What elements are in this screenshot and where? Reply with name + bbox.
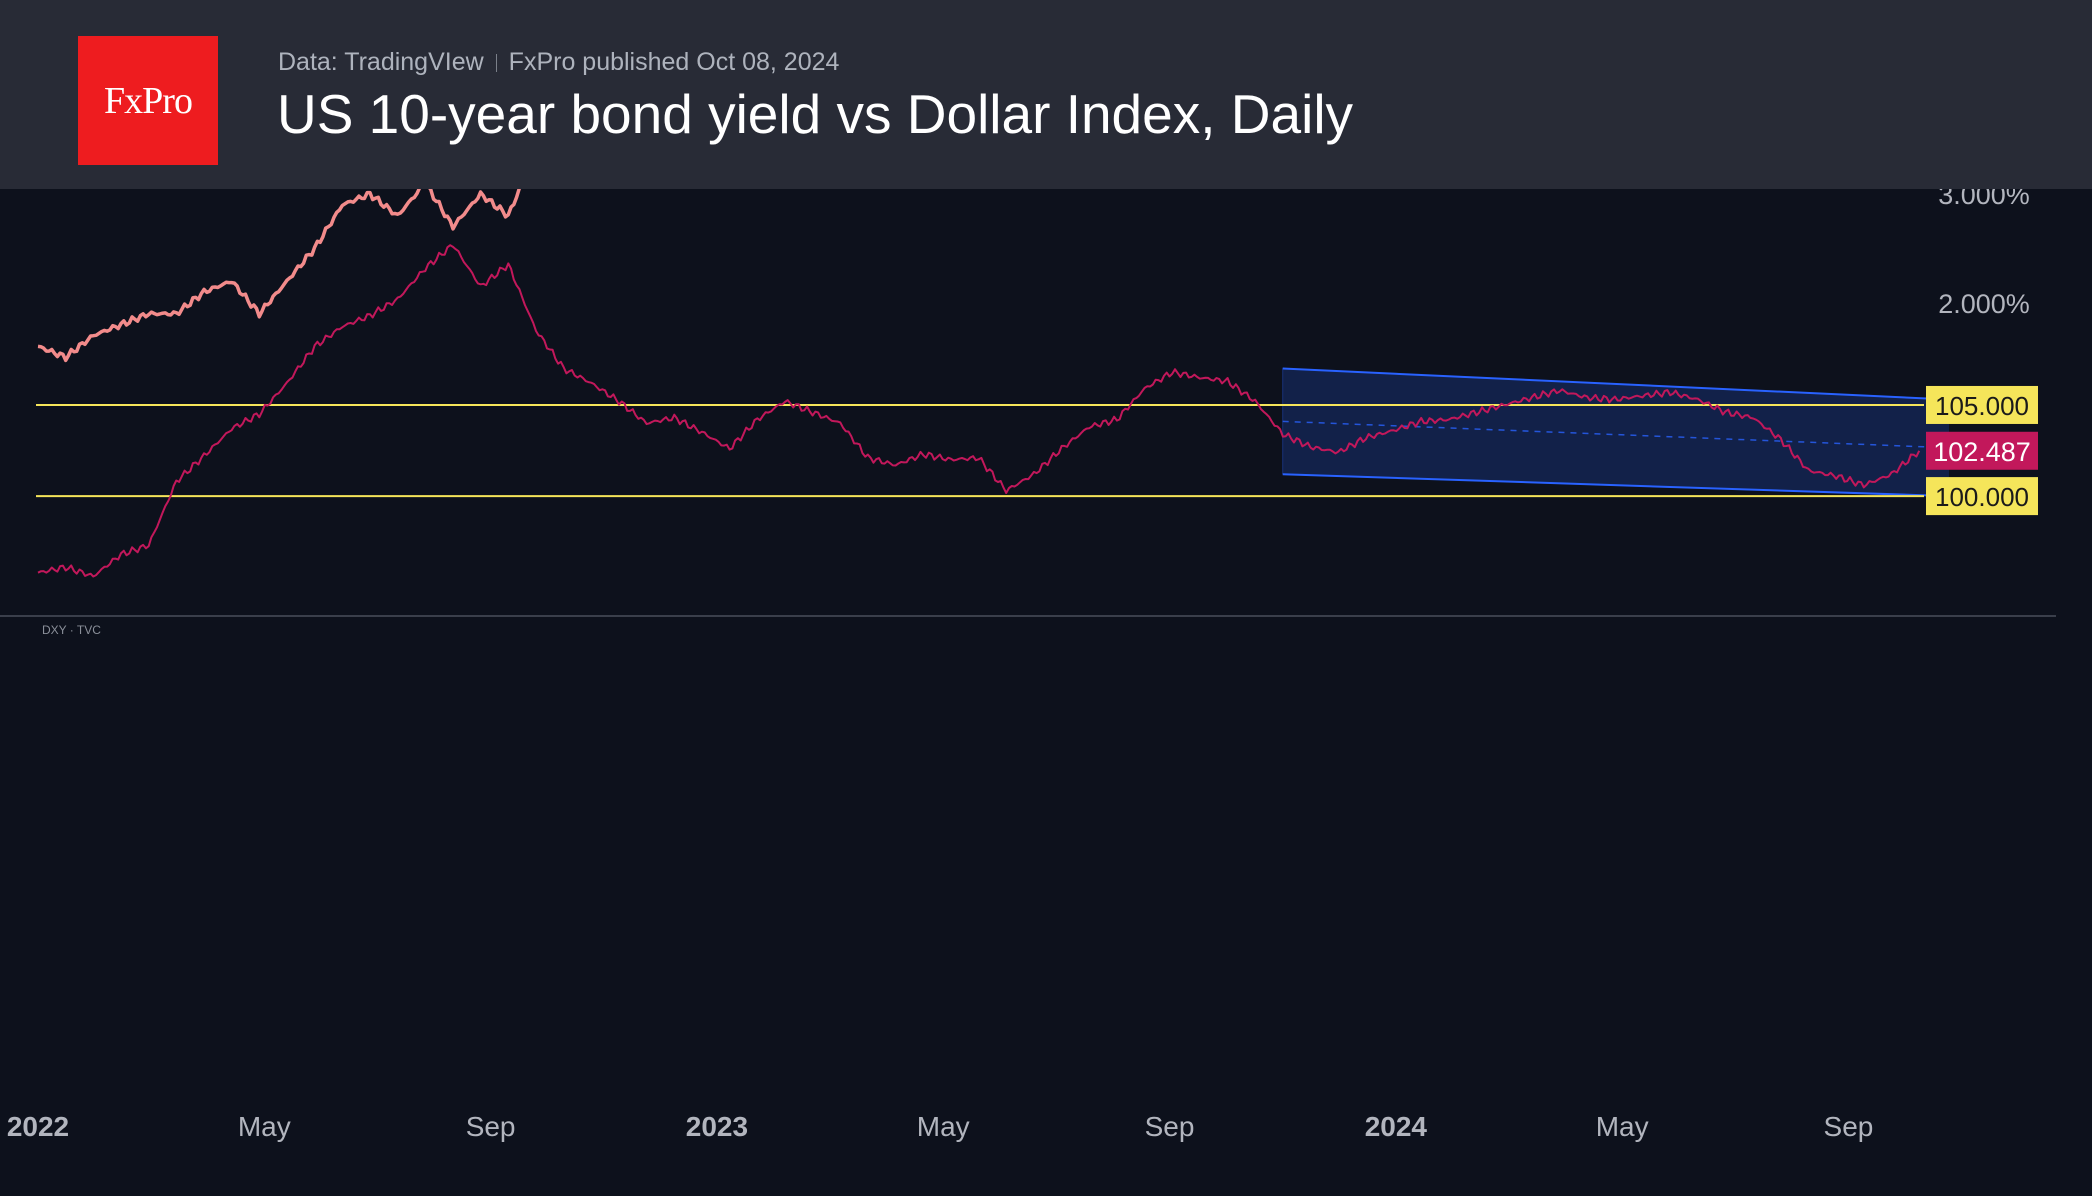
yield-y-tick-label: 3.000%: [1938, 180, 2030, 210]
x-tick-label: May: [1596, 1111, 1649, 1142]
yield-channel-fill: [1226, 0, 1949, 172]
chart-subtitle: Data: TradingVIew FxPro published Oct 08,…: [278, 48, 839, 77]
chart-title: US 10-year bond yield vs Dollar Index, D…: [277, 83, 1354, 145]
x-tick-label: Sep: [1145, 1111, 1195, 1142]
yield-series-line: [37, 189, 521, 363]
x-tick-label: Sep: [466, 1111, 516, 1142]
yield-channel-upper: [1226, 0, 1949, 44]
fxpro-logo: FxPro: [78, 36, 218, 165]
data-source: Data: TradingVIew: [278, 48, 484, 76]
dxy-last-value-badge: [1926, 431, 2038, 470]
x-tick-label: 2023: [686, 1111, 748, 1142]
dxy-level-badge: [1926, 477, 2038, 516]
logo-text: FxPro: [104, 79, 193, 122]
x-tick-label: 2024: [1365, 1111, 1428, 1142]
yield-level-badge: [1926, 23, 2038, 61]
yield-channel-lower: [1226, 121, 1949, 172]
published-date: FxPro published Oct 08, 2024: [508, 48, 840, 76]
yield-last-point: [1913, 73, 1925, 85]
dxy-last-value-label: 102.487: [1933, 437, 2031, 467]
x-tick-label: Sep: [1824, 1111, 1874, 1142]
dxy-pane-label: DXY · TVC: [42, 623, 101, 637]
header: FxPro Data: TradingVIew FxPro published O…: [0, 0, 2092, 189]
dxy-level-label: 105.000: [1935, 391, 2029, 421]
yield-level-label: 4.400%: [1938, 28, 2026, 58]
dxy-level-badge: [1926, 385, 2038, 424]
x-tick-label: May: [917, 1111, 970, 1142]
dxy-series-line: [37, 244, 1921, 578]
yield-last-value-badge: [1926, 60, 2038, 98]
dxy-channel-mid: [1282, 420, 1950, 449]
dxy-pane: 105.000 100.000 102.487: [36, 244, 2038, 578]
dxy-level-label: 100.000: [1935, 482, 2029, 512]
x-tick-label: 2022: [7, 1111, 69, 1142]
yield-last-value-label: 4.053%: [1936, 65, 2028, 95]
dxy-channel-lower: [1282, 473, 1950, 498]
yield-y-tick-label: 2.000%: [1938, 289, 2030, 319]
yield-level-badge: [1926, 110, 2038, 148]
dxy-channel-fill: [1282, 368, 1950, 497]
separator: [495, 54, 497, 73]
x-tick-label: May: [238, 1111, 291, 1142]
yield-pane: 4.400% 3.600% 3.000% 2.000% 4.053%: [37, 0, 2038, 363]
yield-channel-mid: [1226, 49, 1949, 108]
yield-level-label: 3.600%: [1938, 115, 2026, 145]
dxy-channel-upper: [1282, 367, 1950, 401]
